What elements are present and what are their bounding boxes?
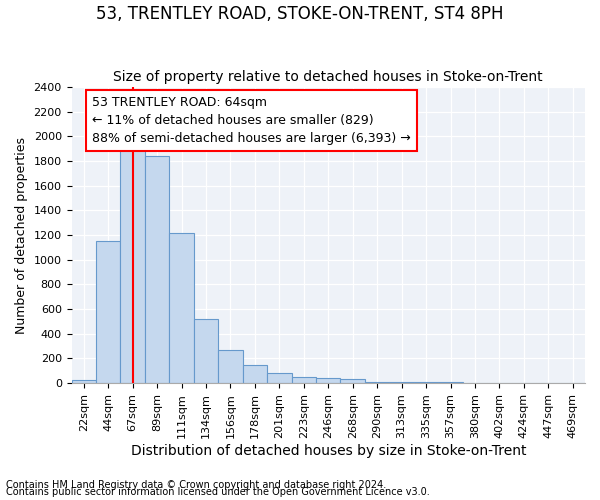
Bar xyxy=(365,382,389,383)
Text: Contains HM Land Registry data © Crown copyright and database right 2024.: Contains HM Land Registry data © Crown c… xyxy=(6,480,386,490)
Y-axis label: Number of detached properties: Number of detached properties xyxy=(15,136,28,334)
Text: 53 TRENTLEY ROAD: 64sqm
← 11% of detached houses are smaller (829)
88% of semi-d: 53 TRENTLEY ROAD: 64sqm ← 11% of detache… xyxy=(92,96,411,145)
Bar xyxy=(340,379,365,383)
Title: Size of property relative to detached houses in Stoke-on-Trent: Size of property relative to detached ho… xyxy=(113,70,543,85)
Text: 53, TRENTLEY ROAD, STOKE-ON-TRENT, ST4 8PH: 53, TRENTLEY ROAD, STOKE-ON-TRENT, ST4 8… xyxy=(96,5,504,23)
Bar xyxy=(145,156,169,383)
Bar xyxy=(121,142,145,383)
Bar xyxy=(96,241,121,383)
Bar xyxy=(218,350,242,383)
Bar xyxy=(316,378,340,383)
Bar xyxy=(194,319,218,383)
Bar xyxy=(71,380,96,383)
Bar xyxy=(292,377,316,383)
Bar xyxy=(267,374,292,383)
Bar xyxy=(242,365,267,383)
Bar xyxy=(414,382,438,383)
X-axis label: Distribution of detached houses by size in Stoke-on-Trent: Distribution of detached houses by size … xyxy=(131,444,526,458)
Bar xyxy=(169,232,194,383)
Bar xyxy=(438,382,463,383)
Bar xyxy=(389,382,414,383)
Text: Contains public sector information licensed under the Open Government Licence v3: Contains public sector information licen… xyxy=(6,487,430,497)
